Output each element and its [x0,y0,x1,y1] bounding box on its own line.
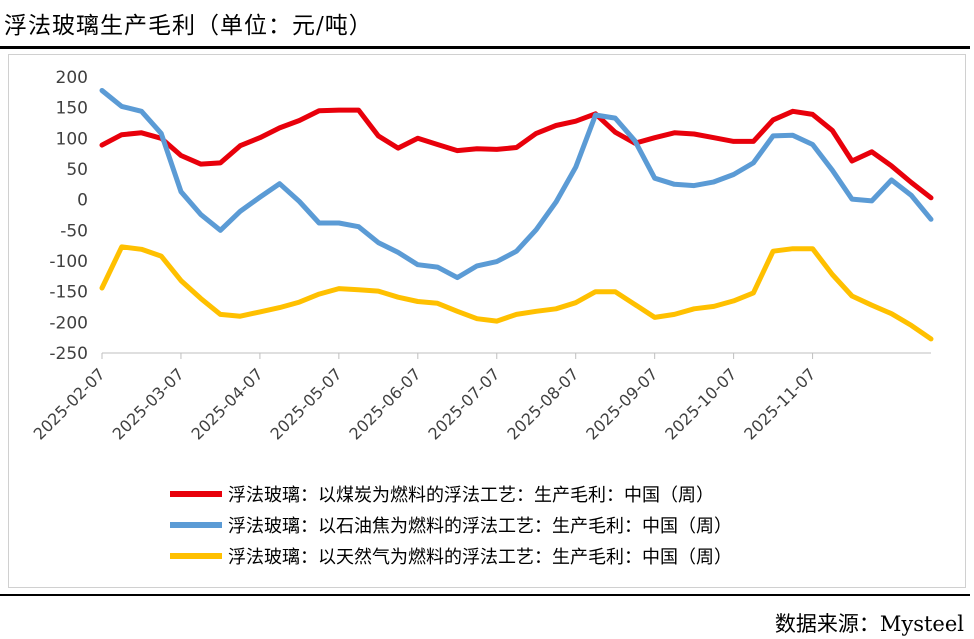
y-tick-label: -50 [60,221,88,241]
legend-item-gas: 浮法玻璃：以天然气为燃料的浮法工艺：生产毛利：中国（周） [170,545,732,568]
y-tick-label: 150 [56,99,88,119]
legend-swatch-coal [170,491,222,497]
legend-label-coal: 浮法玻璃：以煤炭为燃料的浮法工艺：生产毛利：中国（周） [228,485,714,506]
legend-item-petcoke: 浮法玻璃：以石油焦为燃料的浮法工艺：生产毛利：中国（周） [170,514,732,537]
series-line-0 [99,107,934,201]
x-tick-label: 2025-05-07 [267,364,346,443]
legend-swatch-petcoke [170,522,222,528]
source-note: 数据来源：Mysteel [774,612,964,636]
y-tick-label: -150 [49,283,88,303]
y-tick-label: 100 [56,129,88,149]
y-tick-label: 200 [56,68,88,88]
top-divider [0,46,970,49]
x-tick-label: 2025-03-07 [109,364,188,443]
series-line-2 [99,244,934,342]
x-tick-label: 2025-08-07 [503,364,582,443]
chart-frame [8,54,966,588]
legend-label-petcoke: 浮法玻璃：以石油焦为燃料的浮法工艺：生产毛利：中国（周） [228,516,732,537]
legend-swatch-gas [170,553,222,559]
y-tick-label: 0 [77,191,88,211]
x-tick-label: 2025-04-07 [188,364,267,443]
chart-title: 浮法玻璃生产毛利（单位：元/吨） [4,13,373,39]
x-tick-label: 2025-06-07 [345,364,424,443]
y-tick-label: -100 [49,252,88,272]
x-tick-label: 2025-09-07 [582,364,661,443]
y-tick-label: 50 [66,160,88,180]
series-line-1 [99,88,934,281]
x-tick-label: 2025-07-07 [424,364,503,443]
x-tick-label: 2025-10-07 [661,364,740,443]
y-tick-label: -250 [49,344,88,364]
bottom-divider [0,594,970,596]
y-tick-label: -200 [49,313,88,333]
legend-item-coal: 浮法玻璃：以煤炭为燃料的浮法工艺：生产毛利：中国（周） [170,483,714,506]
x-tick-label: 2025-02-07 [30,364,109,443]
x-tick-label: 2025-11-07 [740,364,819,443]
legend-label-gas: 浮法玻璃：以天然气为燃料的浮法工艺：生产毛利：中国（周） [228,547,732,568]
